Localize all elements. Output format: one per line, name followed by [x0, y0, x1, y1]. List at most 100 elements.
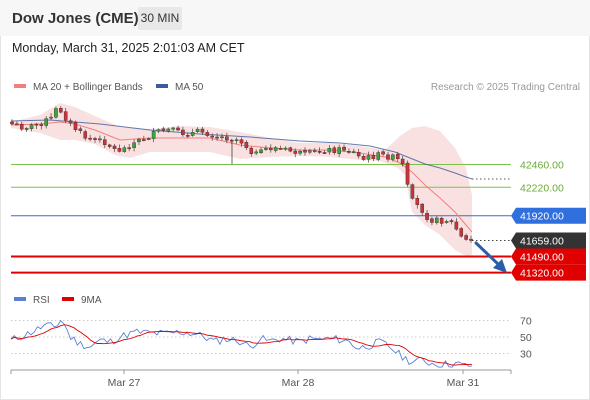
level-label-last-price: 41659.00	[520, 235, 564, 247]
rsi-9ma-line	[10, 324, 473, 366]
legend-label-9ma: 9MA	[81, 295, 102, 306]
candle-body	[146, 138, 151, 140]
candle-body	[391, 154, 395, 160]
candle-body	[244, 142, 249, 148]
level-label-resistance: 42220.00	[520, 182, 564, 194]
candle-body	[332, 147, 337, 153]
candle-body	[454, 221, 459, 230]
rsi-tick-label: 70	[520, 316, 532, 328]
candlesticks	[10, 106, 473, 243]
candle-body	[161, 128, 166, 131]
legend-swatch-rsi	[14, 297, 26, 301]
candle-body	[469, 238, 473, 241]
candle-body	[278, 148, 283, 150]
ma50-line	[10, 119, 473, 180]
candle-body	[137, 138, 141, 143]
candle-body	[181, 129, 185, 136]
candle-body	[342, 146, 346, 151]
timeframe-button[interactable]: 30 MIN	[138, 7, 182, 30]
forecast-arrow	[474, 241, 507, 273]
candle-body	[366, 155, 371, 160]
candle-body	[317, 151, 322, 153]
candle-body	[93, 138, 97, 140]
candle-body	[210, 135, 215, 138]
candle-body	[464, 235, 468, 240]
forecast-arrow-shaft	[474, 241, 500, 266]
legend-label-rsi: RSI	[33, 295, 50, 306]
candle-body	[68, 120, 73, 124]
candle-body	[15, 123, 19, 126]
bollinger-band-area	[11, 103, 472, 256]
x-axis-tick-label: Mar 27	[108, 377, 141, 389]
legend-swatch-9ma	[62, 297, 74, 301]
candle-body	[259, 149, 263, 153]
candle-body	[195, 128, 200, 132]
candle-body	[132, 142, 136, 148]
candle-body	[54, 108, 58, 118]
candle-body	[273, 147, 278, 151]
candle-body	[327, 148, 332, 153]
candle-body	[264, 148, 268, 150]
candle-body	[24, 128, 29, 130]
candle-body	[151, 131, 156, 139]
candle-body	[254, 151, 258, 154]
x-axis-ticks: Mar 27 Mar 28 Mar 31	[108, 370, 479, 389]
x-axis-tick-label: Mar 28	[282, 377, 315, 389]
candle-body	[312, 150, 317, 152]
candle-body	[459, 228, 464, 237]
candle-body	[117, 148, 122, 152]
forecast-arrow-head	[493, 259, 507, 273]
candle-body	[361, 156, 366, 160]
level-label-support: 41320.00	[520, 268, 564, 280]
candle-body	[29, 124, 34, 129]
candle-body	[185, 135, 190, 137]
candle-body	[83, 131, 88, 139]
candle-body	[449, 220, 454, 223]
candle-body	[44, 118, 48, 126]
candle-body	[107, 144, 112, 147]
header-bar: Dow Jones (CME) 30 MIN	[0, 0, 590, 36]
candle-body	[283, 147, 288, 150]
candle-body	[225, 136, 229, 141]
candle-body	[122, 147, 127, 152]
candle-body	[205, 132, 210, 136]
candle-body	[200, 128, 205, 133]
candle-body	[171, 127, 175, 130]
candle-body	[63, 111, 68, 121]
candle-body	[234, 139, 239, 142]
candle-body	[386, 154, 390, 160]
candle-body	[293, 150, 298, 154]
candle-body	[127, 147, 131, 150]
legend-label-bollinger: MA 20 + Bollinger Bands	[33, 82, 143, 93]
candle-body	[49, 116, 53, 119]
candle-body	[39, 124, 44, 126]
candle-body	[405, 162, 410, 185]
candle-body	[112, 145, 117, 149]
candle-body	[352, 151, 356, 153]
candle-body	[268, 147, 273, 151]
level-tag-last-price	[511, 232, 586, 249]
credit-text: Research © 2025 Trading Central	[431, 82, 580, 93]
candle-body	[88, 137, 92, 140]
candle-body	[176, 127, 180, 131]
level-tag-support	[511, 264, 586, 281]
level-tag-pivot	[511, 207, 586, 224]
candle-body	[435, 217, 439, 223]
instrument-title: Dow Jones (CME)	[12, 10, 139, 27]
candle-body	[376, 152, 381, 160]
level-label-pivot: 41920.00	[520, 211, 564, 223]
candle-body	[220, 136, 224, 139]
rsi-tick-label: 30	[520, 349, 532, 361]
legend-swatch-ma50	[156, 84, 168, 88]
candle-body	[288, 147, 293, 152]
candle-body	[102, 139, 107, 145]
candle-body	[303, 150, 307, 153]
candle-body	[73, 122, 78, 130]
candle-body	[371, 155, 376, 159]
candle-body	[142, 139, 146, 141]
candle-body	[166, 128, 171, 132]
candle-body	[322, 152, 327, 154]
rsi-tick-label: 50	[520, 332, 532, 344]
candle-body	[430, 218, 434, 223]
